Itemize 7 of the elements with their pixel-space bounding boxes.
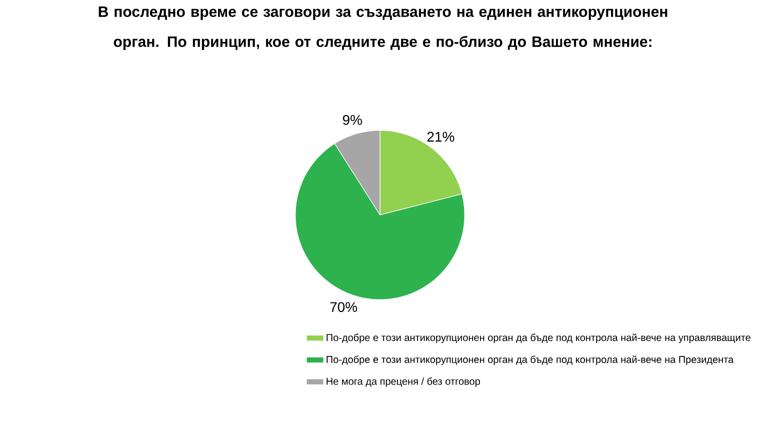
data-label: 9% [342,114,362,125]
chart-title: В последно време се заговори за създаването на единен антикорупционен орган. По принцип, кое от следните две е по-близо до Вашето мнение: [98,6,668,50]
legend-label: По-добре е този антикорупционен орган да бъде под контрола най-вече на управляващите [326,334,750,344]
legend-label: По-добре е този антикорупционен орган да бъде под контрола най-вече на Президента [326,355,734,365]
data-label: 70% [330,302,358,312]
data-label: 21% [427,132,454,142]
legend-label: Не мога да преценя / без отговор [326,377,480,387]
